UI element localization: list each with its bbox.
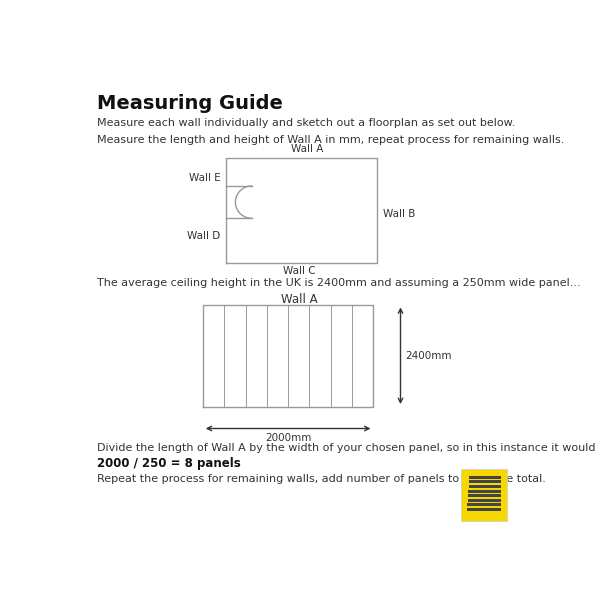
Text: The average ceiling height in the UK is 2400mm and assuming a 250mm wide panel..: The average ceiling height in the UK is …: [97, 278, 580, 287]
Bar: [467, 507, 501, 508]
Text: Wall C: Wall C: [283, 266, 316, 276]
Text: Wall A: Wall A: [292, 143, 323, 154]
Bar: [468, 499, 501, 502]
Text: Repeat the process for remaining walls, add number of panels to calculate total.: Repeat the process for remaining walls, …: [97, 474, 545, 484]
Bar: [469, 479, 501, 480]
Bar: [468, 493, 501, 494]
Text: Wall D: Wall D: [187, 231, 221, 241]
Bar: [469, 475, 501, 476]
Text: Divide the length of Wall A by the width of your chosen panel, so in this instan: Divide the length of Wall A by the width…: [97, 443, 600, 453]
Text: Wall A: Wall A: [281, 293, 318, 306]
Bar: [469, 484, 501, 485]
Text: 2000mm: 2000mm: [265, 433, 311, 443]
Bar: [467, 508, 501, 511]
Bar: [467, 503, 501, 506]
Text: Wall E: Wall E: [189, 173, 221, 183]
Bar: [467, 502, 501, 503]
Bar: [461, 469, 508, 521]
Bar: [468, 488, 501, 490]
Bar: [468, 490, 501, 493]
Text: Measure the length and height of Wall A in mm, repeat process for remaining wall: Measure the length and height of Wall A …: [97, 135, 564, 145]
Bar: [469, 485, 501, 488]
Bar: [469, 481, 501, 484]
Text: Wall B: Wall B: [383, 209, 415, 220]
Text: Measure each wall individually and sketch out a floorplan as set out below.: Measure each wall individually and sketc…: [97, 118, 515, 128]
Text: 2400mm: 2400mm: [405, 351, 452, 361]
Bar: [469, 476, 501, 479]
Bar: [468, 494, 501, 497]
Bar: [468, 497, 501, 499]
Text: 2000 / 250 = 8 panels: 2000 / 250 = 8 panels: [97, 457, 241, 470]
Text: Measuring Guide: Measuring Guide: [97, 94, 283, 113]
